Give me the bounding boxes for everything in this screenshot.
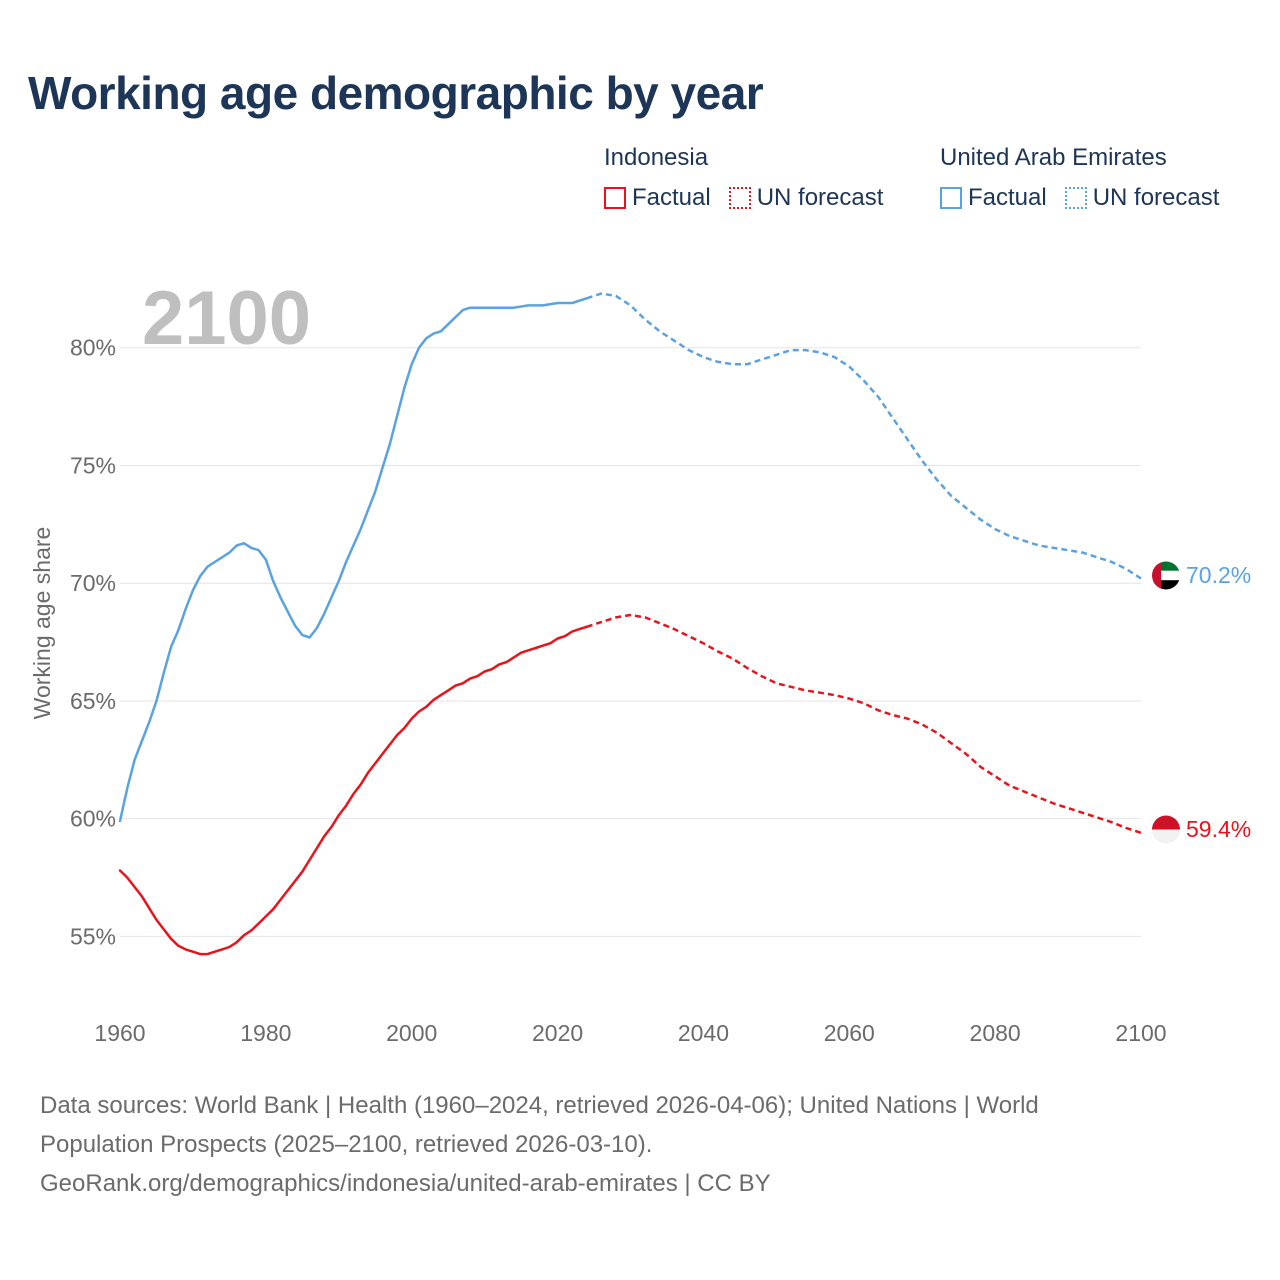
legend-item-uae-forecast[interactable]: UN forecast <box>1064 184 1220 212</box>
legend-label: UN forecast <box>1092 184 1220 211</box>
year-indicator: 2100 <box>142 276 311 361</box>
x-tick-label: 2060 <box>824 1020 875 1046</box>
x-tick-label: 2080 <box>970 1020 1021 1046</box>
legend-group-indonesia: Indonesia Factual UN forecast <box>604 142 901 212</box>
uae-flag-icon <box>1152 561 1180 590</box>
x-tick-label: 2100 <box>1115 1020 1166 1046</box>
x-tick-label: 2020 <box>532 1020 583 1046</box>
end-label-uae: 70.2% <box>1186 562 1251 588</box>
y-tick-label: 75% <box>70 452 116 478</box>
legend-swatch-dotted-icon <box>728 187 751 209</box>
legend-swatch-dotted-icon <box>1064 187 1087 209</box>
indonesia-flag-icon <box>1152 815 1180 844</box>
y-tick-label: 55% <box>70 923 116 949</box>
source-url[interactable]: GeoRank.org/demographics/indonesia/unite… <box>40 1170 771 1197</box>
legend-country-name: Indonesia <box>604 144 709 171</box>
y-tick-label: 70% <box>70 570 116 596</box>
legend-swatch-solid-icon <box>604 187 626 209</box>
y-axis-label: Working age share <box>29 527 55 720</box>
series-line-united-arab-emirates-factual[interactable] <box>118 297 588 823</box>
source-note: Data sources: World Bank | Health (1960–… <box>40 1086 1150 1203</box>
y-tick-label: 60% <box>70 806 116 832</box>
legend-country-name: United Arab Emirates <box>940 144 1167 171</box>
x-tick-label: 1960 <box>94 1020 145 1046</box>
legend-label: Factual <box>632 184 711 211</box>
series-line-united-arab-emirates-forecast[interactable] <box>586 292 1142 580</box>
y-tick-label: 65% <box>70 688 116 714</box>
source-text: Data sources: World Bank | Health (1960–… <box>40 1092 1039 1158</box>
x-axis-ticks: 1960 1980 2000 2020 2040 2060 2080 2100 <box>94 1020 1166 1046</box>
x-tick-label: 2000 <box>386 1020 437 1046</box>
series-line-indonesia-factual[interactable] <box>118 625 588 956</box>
series-layer <box>118 292 1142 956</box>
legend-group-uae: United Arab Emirates Factual UN forecast <box>940 142 1237 212</box>
legend-item-indonesia-factual[interactable]: Factual <box>604 184 711 212</box>
end-label-indonesia: 59.4% <box>1186 816 1251 842</box>
legend-label: Factual <box>968 184 1047 211</box>
grid-lines <box>120 347 1141 937</box>
line-chart: 55% 60% 65% 70% 75% 80% 1960 1980 2000 2020 2040 2… <box>29 276 1251 1046</box>
x-tick-label: 1980 <box>240 1020 291 1046</box>
series-line-indonesia-forecast[interactable] <box>586 613 1142 834</box>
legend-label: UN forecast <box>756 184 884 211</box>
legend-item-indonesia-forecast[interactable]: UN forecast <box>728 184 884 212</box>
y-axis-ticks: 55% 60% 65% 70% 75% 80% <box>70 335 116 950</box>
chart-title: Working age demographic by year <box>28 67 764 119</box>
legend-swatch-solid-icon <box>940 187 962 209</box>
y-tick-label: 80% <box>70 335 116 361</box>
x-tick-label: 2040 <box>678 1020 729 1046</box>
legend-item-uae-factual[interactable]: Factual <box>940 184 1047 212</box>
